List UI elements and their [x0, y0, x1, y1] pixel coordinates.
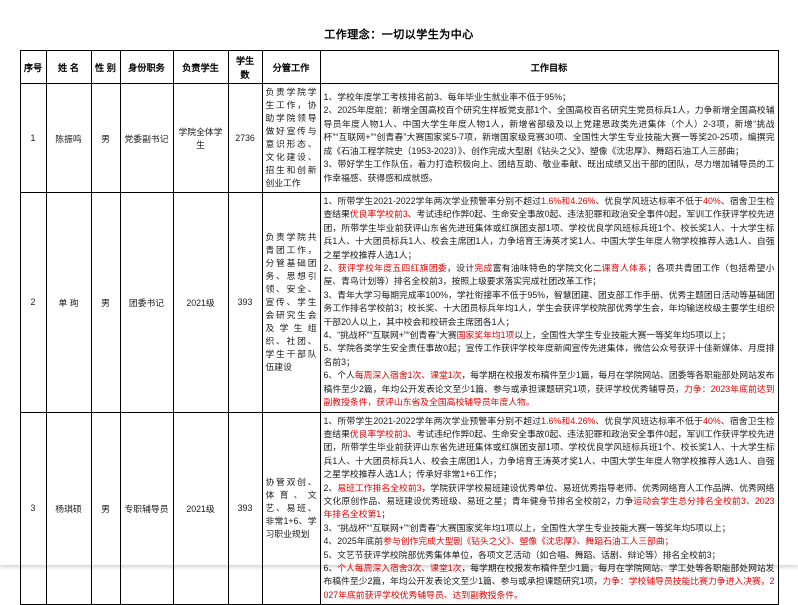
- cell-students: 学院全体学生: [172, 83, 229, 193]
- cell-duties: 负责学院共青团工作，分管基础团务、思想引领、安全、宣传、学生会研究生会及学生组织…: [261, 192, 321, 413]
- cell-no: 2: [19, 192, 47, 413]
- col-header-name: 姓 名: [45, 50, 92, 84]
- table-row: 1 陈振鸣 男 党委副书记 学院全体学生 2736 负责学院学生工作，协助学院领…: [19, 83, 779, 193]
- cell-duties: 负责学院学生工作，协助学院领导做好宣传与意识形态、文化建设、招生和创新创业工作: [261, 83, 321, 193]
- table-row: 2 单 珣 男 团委书记 2021级 393 负责学院共青团工作，分管基础团务、…: [19, 192, 779, 413]
- cell-name: 陈振鸣: [45, 83, 92, 193]
- col-header-gender: 性 别: [90, 50, 121, 84]
- cell-position: 团委书记: [119, 192, 174, 413]
- cell-goals: 1、所带学生2021-2022学年两次学业预警率分别不超过1.6%和4.26%、…: [319, 192, 779, 413]
- cell-gender: 男: [90, 411, 121, 605]
- work-plan-table: 序号 姓 名 性 别 身份职务 负责学生 学生数 分管工作 工作目标 1 陈振鸣…: [19, 50, 779, 605]
- cell-duties: 协管双创、体育、文艺、易班、非常1+6、学习职业规划: [261, 411, 321, 605]
- cell-name: 单 珣: [45, 192, 92, 413]
- col-header-students: 负责学生: [172, 50, 229, 84]
- cell-gender: 男: [90, 192, 121, 413]
- cell-gender: 男: [90, 83, 121, 193]
- col-header-no: 序号: [19, 50, 47, 84]
- page-title: 工作理念：一切以学生为中心: [324, 29, 474, 41]
- col-header-duties: 分管工作: [261, 50, 321, 84]
- cell-position: 党委副书记: [119, 83, 174, 193]
- cell-goals: 1、学校年度学工考核排名前3、每年毕业生就业率不低于95%； 2、2025年度前…: [319, 83, 779, 193]
- cell-goals: 1、所带学生2021-2022学年两次学业预警率分别不超过1.6%和4.26%、…: [319, 411, 779, 605]
- table-row: 3 杨琪硕 男 专职辅导员 2021级 393 协管双创、体育、文艺、易班、非常…: [19, 411, 779, 605]
- cell-position: 专职辅导员: [119, 411, 174, 605]
- cell-count: 2736: [227, 83, 263, 193]
- cell-count: 393: [227, 192, 263, 413]
- cell-count: 393: [227, 411, 263, 605]
- cell-no: 1: [19, 83, 47, 193]
- col-header-count: 学生数: [227, 50, 263, 84]
- cell-name: 杨琪硕: [45, 411, 92, 605]
- document-page: 工作理念：一切以学生为中心 序号 姓 名 性 别 身份职务 负责学生 学生数 分…: [19, 29, 779, 605]
- cell-no: 3: [19, 411, 47, 605]
- cell-students: 2021级: [172, 192, 229, 413]
- table-header-row: 序号 姓 名 性 别 身份职务 负责学生 学生数 分管工作 工作目标: [19, 50, 779, 84]
- cell-students: 2021级: [172, 411, 229, 605]
- col-header-position: 身份职务: [119, 50, 174, 84]
- col-header-goals: 工作目标: [319, 50, 779, 84]
